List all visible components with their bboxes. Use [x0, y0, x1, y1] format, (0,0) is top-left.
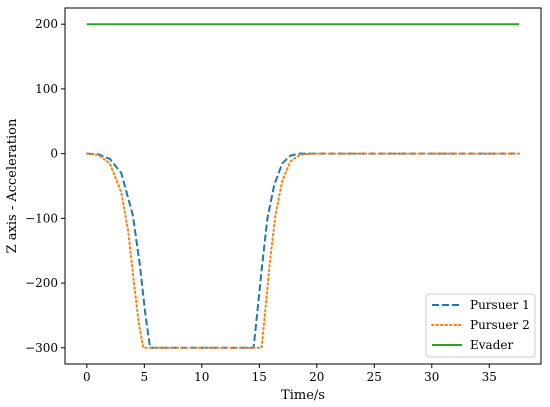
y-tick-label: −200	[25, 276, 58, 290]
x-axis: 0 5 10 15 20 25 30 35	[83, 364, 497, 384]
legend-label-2: Pursuer 2	[470, 318, 530, 332]
x-tick-label: 30	[424, 370, 439, 384]
legend-label-1: Pursuer 1	[470, 298, 530, 312]
y-axis-label: Z axis - Acceleration	[5, 118, 20, 253]
y-tick-label: −300	[25, 341, 58, 355]
x-tick-label: 15	[252, 370, 267, 384]
x-tick-label: 10	[194, 370, 209, 384]
legend: Pursuer 1 Pursuer 2 Evader	[425, 293, 536, 358]
series-line-2	[85, 152, 521, 349]
series-line-1	[86, 152, 520, 349]
x-tick-label: 25	[367, 370, 382, 384]
legend-label-3: Evader	[470, 338, 513, 352]
y-tick-label: 0	[50, 147, 58, 161]
y-tick-label: −100	[25, 211, 58, 225]
x-tick-label: 0	[83, 370, 91, 384]
x-tick-label: 35	[482, 370, 497, 384]
plot-frame	[64, 7, 542, 365]
series-layer	[85, 23, 521, 349]
x-tick-label: 5	[141, 370, 149, 384]
legend-box	[425, 293, 536, 358]
y-axis: −300 −200 −100 0 100 200	[25, 17, 65, 355]
y-tick-label: 100	[35, 82, 58, 96]
x-tick-label: 20	[309, 370, 324, 384]
y-tick-label: 200	[35, 17, 58, 31]
x-axis-label: Time/s	[281, 388, 325, 403]
